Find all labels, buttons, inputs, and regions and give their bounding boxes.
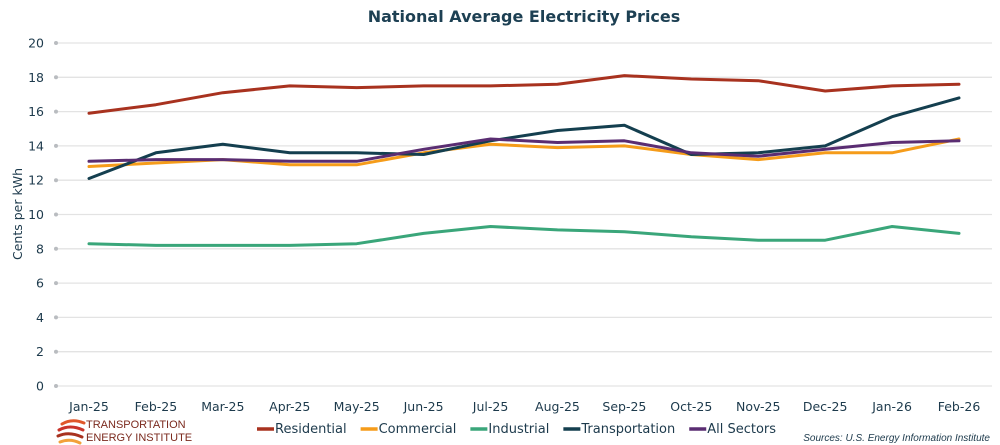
logo-text-line1: TRANSPORTATION (86, 419, 186, 431)
y-tick-mark (54, 212, 58, 217)
x-tick-label: Oct-25 (670, 399, 712, 414)
legend-label: Residential (275, 422, 347, 437)
legend-label: All Sectors (707, 422, 776, 437)
x-tick-label: Sep-25 (602, 399, 646, 414)
x-tick-label: May-25 (334, 399, 380, 414)
y-tick-label: 8 (36, 241, 44, 256)
legend-label: Transportation (580, 422, 675, 437)
y-tick-mark (54, 178, 58, 183)
x-tick-label: Feb-26 (938, 399, 981, 414)
y-tick-label: 0 (36, 379, 44, 394)
x-tick-label: Jul-25 (472, 399, 509, 414)
gridlines (54, 41, 992, 388)
x-tick-label: Aug-25 (535, 399, 580, 414)
y-tick-label: 12 (28, 173, 44, 188)
logo: TRANSPORTATION ENERGY INSTITUTE (56, 419, 192, 445)
y-tick-mark (54, 349, 58, 354)
x-tick-label: Dec-25 (803, 399, 848, 414)
legend-item-commercial: Commercial (360, 422, 457, 437)
y-tick-label: 10 (28, 207, 44, 222)
x-tick-label: Jan-25 (68, 399, 109, 414)
series-line-all-sectors (87, 137, 961, 163)
x-tick-label: Feb-25 (135, 399, 178, 414)
y-tick-mark (54, 246, 58, 251)
legend-item-transportation: Transportation (563, 422, 675, 437)
chart-title: National Average Electricity Prices (368, 7, 681, 26)
y-tick-label: 16 (28, 104, 44, 119)
x-tick-label: Nov-25 (736, 399, 780, 414)
y-axis: 0 2 4 6 8 10 12 14 16 18 20 (28, 36, 44, 394)
y-tick-mark (54, 315, 58, 320)
y-tick-mark (54, 384, 58, 388)
x-axis: Jan-25 Feb-25 Mar-25 Apr-25 May-25 Jun-25 Jul-… (68, 399, 980, 414)
legend-label: Industrial (488, 422, 549, 437)
y-tick-mark (54, 41, 58, 45)
x-tick-label: Mar-25 (201, 399, 244, 414)
y-tick-mark (54, 75, 58, 80)
source-note: Sources: U.S. Energy Information Institu… (803, 433, 990, 444)
y-tick-label: 6 (36, 276, 44, 291)
y-tick-label: 18 (28, 70, 44, 85)
legend-item-residential: Residential (257, 422, 347, 437)
y-tick-mark (54, 143, 58, 148)
x-tick-label: Jan-26 (871, 399, 912, 414)
series-line-transportation (87, 96, 961, 180)
y-tick-mark (54, 109, 58, 114)
y-axis-label: Cents per kWh (10, 168, 25, 260)
y-tick-label: 4 (36, 310, 44, 325)
series-line-residential (87, 74, 961, 115)
series-lines (87, 74, 961, 247)
x-tick-label: Jun-25 (403, 399, 444, 414)
y-tick-label: 2 (36, 344, 44, 359)
x-tick-label: Apr-25 (269, 399, 310, 414)
legend-item-all-sectors: All Sectors (689, 422, 776, 437)
y-tick-label: 14 (28, 138, 44, 153)
logo-text-line2: ENERGY INSTITUTE (86, 432, 192, 444)
legend-item-industrial: Industrial (470, 422, 549, 437)
series-line-industrial (87, 225, 961, 247)
legend-label: Commercial (379, 422, 457, 437)
logo-swoosh-icon (56, 419, 86, 445)
y-tick-label: 20 (28, 36, 44, 51)
y-tick-mark (54, 281, 58, 286)
legend: Residential Commercial Industrial Transport… (257, 422, 776, 437)
